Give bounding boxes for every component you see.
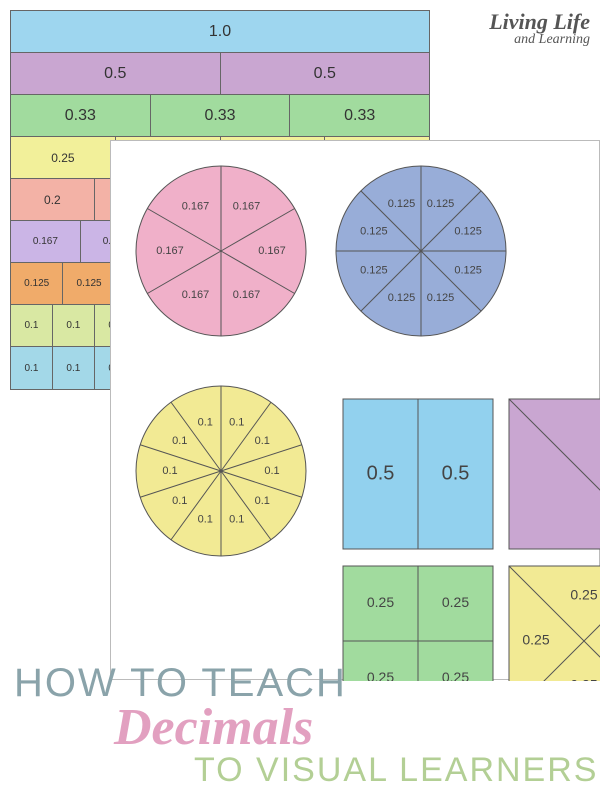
svg-text:0.125: 0.125 bbox=[427, 198, 455, 210]
svg-text:0.125: 0.125 bbox=[388, 292, 416, 304]
brand-line2: and Learning bbox=[489, 33, 590, 48]
bar-cell: 0.33 bbox=[11, 95, 151, 136]
page-title: HOW TO TEACH Decimals TO VISUAL LEARNERS bbox=[0, 661, 600, 790]
bar-row: 1.0 bbox=[11, 11, 429, 53]
bar-cell: 0.1 bbox=[11, 305, 53, 346]
bar-cell: 0.125 bbox=[63, 263, 115, 304]
svg-text:0.1: 0.1 bbox=[198, 416, 213, 428]
brand-line1: Living Life bbox=[489, 10, 590, 33]
title-line3: TO VISUAL LEARNERS bbox=[194, 751, 600, 790]
bar-row: 0.330.330.33 bbox=[11, 95, 429, 137]
bar-cell: 0.25 bbox=[11, 137, 116, 178]
svg-text:0.25: 0.25 bbox=[570, 587, 597, 603]
fraction-square bbox=[343, 399, 493, 549]
svg-text:0.1: 0.1 bbox=[172, 435, 187, 447]
bar-cell: 0.33 bbox=[290, 95, 429, 136]
svg-text:0.167: 0.167 bbox=[182, 289, 210, 301]
bar-cell: 0.5 bbox=[221, 53, 430, 94]
bar-cell: 0.167 bbox=[11, 221, 81, 262]
svg-text:0.167: 0.167 bbox=[233, 289, 261, 301]
svg-text:0.1: 0.1 bbox=[255, 495, 270, 507]
brand-logo: Living Life and Learning bbox=[489, 10, 590, 48]
bar-row: 0.50.5 bbox=[11, 53, 429, 95]
bar-cell: 0.2 bbox=[11, 179, 95, 220]
bar-cell: 0.5 bbox=[11, 53, 221, 94]
bar-cell: 0.33 bbox=[151, 95, 291, 136]
svg-text:0.1: 0.1 bbox=[162, 465, 177, 477]
pie-chart bbox=[136, 386, 306, 556]
pie-chart bbox=[136, 166, 306, 336]
svg-text:0.125: 0.125 bbox=[454, 225, 482, 237]
pie-chart bbox=[336, 166, 506, 336]
svg-text:0.25: 0.25 bbox=[442, 594, 469, 610]
svg-text:0.1: 0.1 bbox=[172, 495, 187, 507]
svg-text:0.167: 0.167 bbox=[156, 245, 184, 257]
svg-text:0.1: 0.1 bbox=[198, 513, 213, 525]
bar-cell: 1.0 bbox=[11, 11, 429, 52]
svg-text:0.25: 0.25 bbox=[522, 632, 549, 648]
svg-text:0.1: 0.1 bbox=[229, 416, 244, 428]
fraction-square bbox=[509, 399, 600, 549]
svg-text:0.125: 0.125 bbox=[454, 264, 482, 276]
svg-text:0.167: 0.167 bbox=[182, 201, 210, 213]
title-line2: Decimals bbox=[114, 698, 600, 757]
bar-cell: 0.125 bbox=[11, 263, 63, 304]
bar-cell: 0.1 bbox=[53, 305, 95, 346]
svg-text:0.125: 0.125 bbox=[360, 225, 388, 237]
svg-text:0.1: 0.1 bbox=[255, 435, 270, 447]
svg-text:0.1: 0.1 bbox=[264, 465, 279, 477]
svg-text:0.125: 0.125 bbox=[388, 198, 416, 210]
svg-text:0.125: 0.125 bbox=[360, 264, 388, 276]
svg-text:0.5: 0.5 bbox=[367, 462, 395, 484]
svg-text:0.5: 0.5 bbox=[442, 462, 470, 484]
shapes-sheet: 0.167 0.167 0.167 0.167 0.167 0.167 0.125 0.125… bbox=[110, 140, 600, 680]
svg-text:0.167: 0.167 bbox=[258, 245, 286, 257]
svg-text:0.167: 0.167 bbox=[233, 201, 261, 213]
svg-text:0.125: 0.125 bbox=[427, 292, 455, 304]
svg-text:0.25: 0.25 bbox=[367, 594, 394, 610]
svg-text:0.1: 0.1 bbox=[229, 513, 244, 525]
bar-cell: 0.1 bbox=[53, 347, 95, 389]
bar-cell: 0.1 bbox=[11, 347, 53, 389]
